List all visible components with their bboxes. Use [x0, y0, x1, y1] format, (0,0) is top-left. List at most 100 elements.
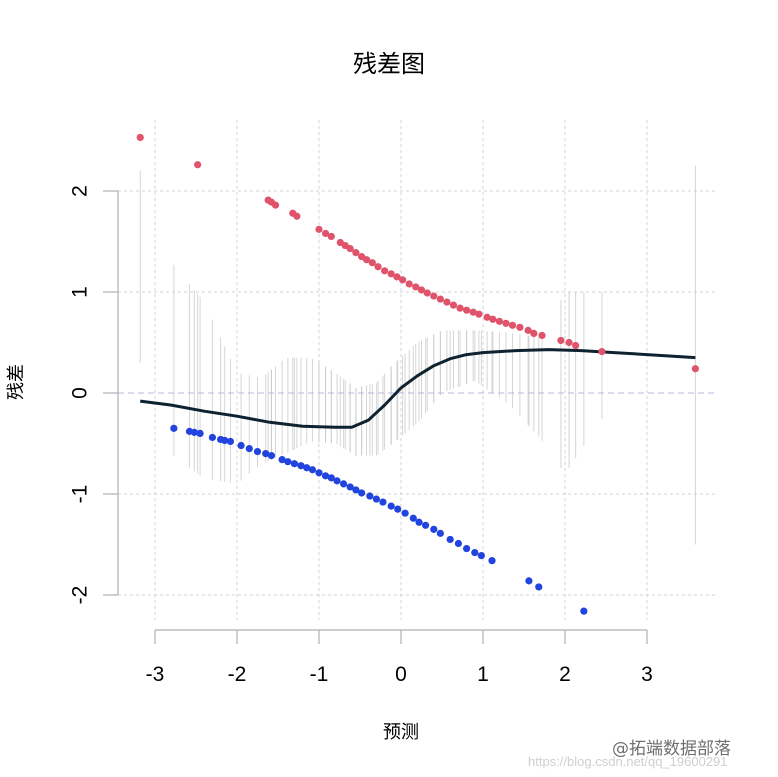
data-point	[196, 429, 204, 437]
data-point	[237, 441, 245, 450]
data-point	[415, 518, 423, 526]
x-tick-label: 2	[559, 663, 571, 686]
data-point	[489, 315, 497, 323]
data-point	[245, 444, 253, 453]
data-point	[352, 486, 360, 494]
x-tick-label: -2	[228, 663, 247, 686]
data-point	[477, 552, 485, 560]
data-point	[271, 201, 280, 209]
data-point	[565, 338, 573, 347]
data-point	[516, 323, 524, 331]
data-point	[221, 436, 229, 445]
data-point	[535, 583, 543, 591]
data-point	[333, 477, 341, 485]
x-axis-label: 预测	[383, 722, 419, 743]
watermark-url: https://blog.csdn.net/qq_19600291	[528, 754, 728, 769]
x-tick-label: -3	[146, 663, 165, 686]
y-tick-label: -1	[69, 485, 92, 504]
data-point	[423, 289, 431, 297]
x-tick-label: 1	[477, 663, 489, 686]
data-point	[580, 607, 588, 615]
data-point	[399, 276, 407, 284]
data-point	[572, 341, 580, 350]
data-point	[315, 469, 323, 477]
data-point	[436, 529, 444, 537]
data-point	[308, 466, 317, 474]
watermark-brand: @拓端数据部落	[612, 739, 731, 759]
data-point	[321, 472, 330, 480]
data-point	[362, 256, 371, 264]
data-point	[456, 304, 464, 312]
data-point	[524, 326, 532, 334]
data-point	[327, 232, 335, 241]
data-point	[262, 450, 270, 458]
data-point	[430, 525, 438, 533]
data-point	[366, 492, 374, 500]
data-point	[463, 544, 471, 553]
y-tick-label: 0	[69, 387, 92, 399]
data-point	[136, 133, 144, 142]
data-point	[267, 452, 276, 460]
data-point	[538, 331, 546, 340]
data-point	[436, 295, 444, 303]
data-point	[530, 329, 538, 338]
data-point	[446, 535, 454, 544]
data-point	[297, 462, 305, 470]
data-point	[327, 474, 335, 482]
data-point	[381, 267, 389, 275]
data-point	[290, 460, 298, 468]
data-point	[278, 456, 286, 464]
data-point	[208, 433, 216, 442]
data-point	[471, 548, 479, 557]
loess-curve	[140, 348, 696, 429]
data-point	[284, 458, 292, 466]
data-point	[190, 428, 198, 436]
data-point	[401, 509, 409, 517]
scatter-points	[136, 133, 699, 615]
data-point	[346, 244, 354, 253]
data-point	[598, 347, 606, 356]
data-point	[346, 483, 354, 491]
data-point	[409, 514, 417, 522]
data-point	[488, 557, 496, 565]
data-point	[449, 301, 458, 309]
data-point	[525, 577, 533, 585]
data-point	[293, 212, 301, 220]
data-point	[469, 308, 477, 316]
data-point	[557, 336, 565, 345]
axes: -2 -1 0 1 2 -3 -2 -1 0 1 2 3	[69, 185, 653, 686]
data-point	[483, 313, 491, 321]
data-point	[226, 437, 235, 446]
data-point	[430, 292, 438, 300]
y-tick-label: -2	[69, 586, 92, 605]
data-point	[417, 286, 426, 294]
data-point	[379, 498, 387, 506]
data-point	[315, 225, 323, 233]
data-point	[368, 259, 376, 267]
data-point	[508, 321, 517, 329]
data-point	[475, 310, 483, 318]
data-point	[387, 270, 395, 278]
data-point	[170, 424, 178, 432]
data-point	[394, 505, 402, 513]
data-point	[194, 161, 202, 169]
data-point	[495, 317, 503, 325]
data-point	[358, 489, 366, 497]
data-point	[443, 298, 451, 306]
data-point	[502, 319, 510, 327]
data-point	[691, 365, 699, 373]
x-tick-label: -1	[310, 663, 329, 686]
data-point	[374, 263, 382, 271]
data-point	[387, 502, 395, 510]
data-point	[422, 521, 430, 529]
data-point	[393, 273, 401, 281]
x-tick-label: 3	[641, 663, 653, 686]
y-tick-label: 1	[69, 286, 92, 298]
x-tick-label: 0	[395, 663, 407, 686]
smooth-line	[140, 348, 696, 429]
chart-title: 残差图	[353, 50, 425, 78]
data-point	[352, 249, 360, 257]
data-point	[454, 539, 462, 548]
data-point	[321, 229, 330, 238]
